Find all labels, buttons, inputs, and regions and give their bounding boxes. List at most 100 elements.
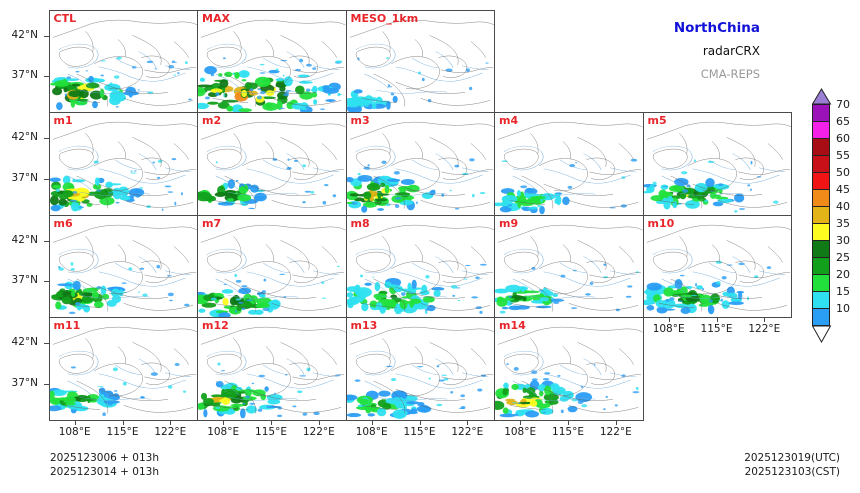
colorbar-segment — [812, 274, 830, 292]
echo-field — [643, 159, 778, 213]
x-axis-tick-label: 122°E — [302, 425, 335, 438]
y-axis-tick — [43, 138, 49, 140]
map-panel-meso_1km[interactable]: MESO_1km — [345, 9, 495, 113]
colorbar-tick-label: 55 — [836, 149, 850, 162]
map-panel-m11[interactable]: m11 — [48, 317, 198, 421]
x-axis-tick-label: 108°E — [355, 425, 388, 438]
x-axis-tick-label: 115°E — [403, 425, 436, 438]
colorbar: 10 15 20 25 30 35 40 45 50 55 60 65 70 — [812, 88, 858, 363]
boundary-lines — [349, 326, 494, 414]
x-axis-tick — [467, 420, 469, 425]
colorbar-tick-label: 60 — [836, 132, 850, 145]
echo-field — [49, 363, 186, 417]
echo-field — [643, 260, 771, 314]
river-lines — [206, 145, 340, 196]
colorbar-segment — [812, 121, 830, 139]
colorbar-tick-label: 10 — [836, 302, 850, 315]
echo-field — [198, 265, 340, 317]
colorbar-tick-label: 50 — [836, 166, 850, 179]
colorbar-segment — [812, 291, 830, 309]
map-panel-m6[interactable]: m6 — [48, 214, 198, 318]
boundary-lines — [200, 326, 346, 414]
colorbar-under-arrow — [812, 325, 832, 343]
x-axis-tick — [318, 420, 320, 425]
colorbar-tick-label: 15 — [836, 285, 850, 298]
x-axis-tick — [122, 420, 124, 425]
map-panel-m13[interactable]: m13 — [345, 317, 495, 421]
map-panel-m5[interactable]: m5 — [642, 112, 792, 216]
map-panel-m12[interactable]: m12 — [197, 317, 347, 421]
panel-label-m6: m6 — [53, 216, 73, 230]
echo-field — [198, 56, 343, 112]
map-panel-m8[interactable]: m8 — [345, 214, 495, 318]
y-axis-tick-label: 37°N — [11, 274, 38, 287]
x-axis-tick — [223, 420, 225, 425]
x-axis-tick — [716, 318, 718, 322]
boundary-lines — [646, 121, 791, 209]
river-lines — [58, 43, 192, 94]
x-axis-tick-label: 115°E — [106, 425, 139, 438]
boundary-lines — [349, 19, 494, 106]
x-axis-tick-label: 115°E — [552, 425, 584, 438]
echo-field — [346, 263, 487, 314]
map-panel-m7[interactable]: m7 — [197, 214, 347, 318]
x-axis-tick — [419, 420, 421, 425]
river-lines — [58, 145, 192, 196]
map-panel-m9[interactable]: m9 — [494, 214, 644, 318]
map-panel-m2[interactable]: m2 — [197, 112, 347, 216]
y-axis-tick — [43, 240, 49, 242]
river-lines — [503, 248, 637, 299]
map-panel-m3[interactable]: m3 — [345, 112, 495, 216]
echo-field — [50, 261, 190, 314]
colorbar-tick-label: 30 — [836, 234, 850, 247]
boundary-lines — [52, 19, 197, 106]
river-lines — [206, 43, 340, 94]
echo-field — [346, 158, 485, 213]
footer-init-line2: 2025123014 + 013h — [50, 466, 159, 478]
colorbar-tick-label: 20 — [836, 268, 850, 281]
colorbar-tick-label: 25 — [836, 251, 850, 264]
echo-field — [49, 158, 183, 212]
y-axis-tick-label: 42°N — [11, 131, 38, 144]
y-axis-tick-label: 37°N — [11, 69, 38, 82]
colorbar-segment — [812, 223, 830, 241]
x-axis-tick — [615, 420, 617, 425]
boundary-lines — [349, 121, 494, 209]
colorbar-over-arrow — [812, 88, 832, 105]
colorbar-segment — [812, 257, 830, 275]
boundary-lines — [349, 224, 494, 311]
river-lines — [503, 350, 637, 401]
map-panel-m10[interactable]: m10 — [642, 214, 792, 318]
river-lines — [206, 350, 340, 401]
map-panel-ctl[interactable]: CTL — [48, 9, 198, 113]
echo-field — [495, 158, 638, 215]
colorbar-segment — [812, 104, 830, 122]
panel-label-max: MAX — [202, 11, 230, 25]
x-axis-tick-label: 108°E — [207, 425, 240, 438]
river-lines — [355, 43, 489, 94]
x-axis-tick-label: 122°E — [599, 425, 632, 438]
panel-label-m1: m1 — [53, 114, 73, 127]
colorbar-segment — [812, 240, 830, 258]
x-axis-tick-label: 108°E — [504, 425, 537, 438]
map-panel-m4[interactable]: m4 — [494, 112, 644, 216]
echo-field — [198, 362, 341, 419]
panel-label-ctl: CTL — [53, 11, 77, 25]
river-lines — [58, 248, 192, 299]
header-variable: radarCRX — [702, 44, 760, 58]
map-panel-max[interactable]: MAX — [197, 9, 347, 113]
y-axis-tick-label: 42°N — [11, 336, 38, 349]
map-panel-m14[interactable]: m14 — [494, 317, 644, 421]
colorbar-tick-label: 35 — [836, 217, 850, 230]
panel-label-m10: m10 — [647, 216, 675, 230]
boundary-lines — [52, 121, 197, 209]
boundary-lines — [52, 326, 197, 414]
x-axis-tick-label: 115°E — [700, 323, 733, 335]
y-axis-tick — [43, 281, 49, 283]
echo-field — [495, 263, 640, 314]
river-lines — [652, 145, 786, 196]
y-axis-tick — [43, 343, 49, 345]
map-panel-m1[interactable]: m1 — [48, 112, 198, 216]
x-axis-tick-label: 115°E — [255, 425, 287, 438]
boundary-lines — [52, 224, 197, 311]
